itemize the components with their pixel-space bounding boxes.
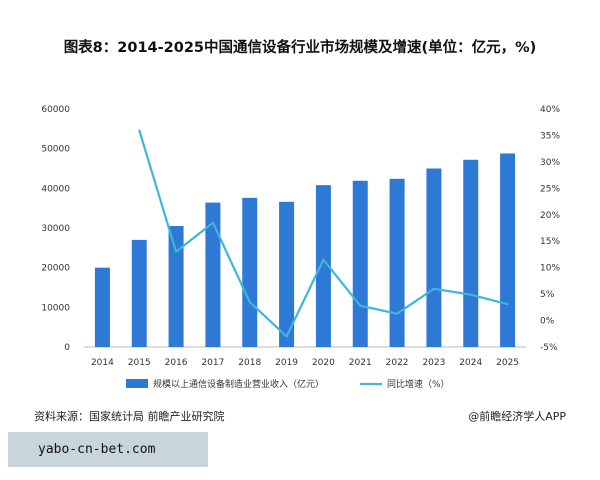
bar xyxy=(205,202,221,347)
legend-line-label: 同比增速（%） xyxy=(387,378,450,390)
bar xyxy=(463,159,479,347)
bar xyxy=(426,168,442,347)
y-right-tick-label: 30% xyxy=(540,158,560,168)
y-right-tick-label: 20% xyxy=(540,211,560,221)
x-tick-label: 2025 xyxy=(496,358,519,368)
x-tick-label: 2017 xyxy=(201,358,224,368)
watermark-banner: yabo-cn-bet.com xyxy=(8,432,208,467)
bar xyxy=(131,239,147,347)
bar xyxy=(500,153,516,347)
line-point xyxy=(175,251,177,253)
line-point xyxy=(322,258,325,261)
x-tick-label: 2015 xyxy=(128,358,151,368)
bar xyxy=(168,226,184,347)
line-point xyxy=(359,304,362,307)
y-left-tick-label: 10000 xyxy=(41,303,70,313)
legend-bar-label: 规模以上通信设备制造业营业收入（亿元） xyxy=(153,378,324,390)
x-tick-label: 2021 xyxy=(349,358,372,368)
line-point xyxy=(138,129,141,131)
line-point xyxy=(212,221,214,224)
bar xyxy=(279,201,295,347)
bar xyxy=(94,267,110,347)
line-point xyxy=(469,293,472,296)
y-right-tick-label: 0% xyxy=(540,317,555,327)
x-tick-label: 2024 xyxy=(459,358,482,368)
bar xyxy=(315,185,331,347)
line-point xyxy=(433,288,435,290)
credit-text: @前瞻经济学人APP xyxy=(468,410,566,423)
x-tick-label: 2016 xyxy=(165,358,188,368)
line-point xyxy=(248,301,251,303)
y-right-tick-label: -5% xyxy=(540,343,558,353)
chart-canvas: 0 10000 20000 30000 40000 50000 60000 -5% 0% 5% 1… xyxy=(41,105,560,390)
bar xyxy=(389,178,405,347)
y-right-tick-label: 35% xyxy=(540,131,560,141)
x-tick-label: 2018 xyxy=(238,358,261,368)
y-left-tick-label: 40000 xyxy=(41,184,70,194)
y-left-tick-label: 0 xyxy=(64,343,70,353)
bar xyxy=(242,197,258,347)
y-right-tick-label: 5% xyxy=(540,290,555,300)
y-left-tick-label: 50000 xyxy=(41,145,70,155)
line-point xyxy=(396,312,398,315)
x-tick-label: 2014 xyxy=(91,358,114,368)
y-left-tick-label: 30000 xyxy=(41,224,70,234)
x-tick-label: 2023 xyxy=(422,358,445,368)
bar xyxy=(352,180,368,347)
y-left-tick-label: 20000 xyxy=(41,264,70,274)
source-text: 资料来源：国家统计局 前瞻产业研究院 xyxy=(34,410,225,423)
y-right-tick-label: 10% xyxy=(540,264,560,274)
y-right-tick-label: 25% xyxy=(540,184,560,194)
x-tick-label: 2019 xyxy=(275,358,298,368)
line-point xyxy=(285,335,288,338)
y-right-tick-label: 40% xyxy=(540,105,560,115)
chart-title: 图表8：2014-2025中国通信设备行业市场规模及增速(单位：亿元，%) xyxy=(63,40,537,56)
legend-bar-swatch xyxy=(126,379,148,388)
x-tick-label: 2020 xyxy=(312,358,335,368)
x-tick-label: 2022 xyxy=(386,358,409,368)
y-left-tick-label: 60000 xyxy=(41,105,70,115)
y-right-tick-label: 15% xyxy=(540,237,560,247)
line-point xyxy=(506,303,509,305)
